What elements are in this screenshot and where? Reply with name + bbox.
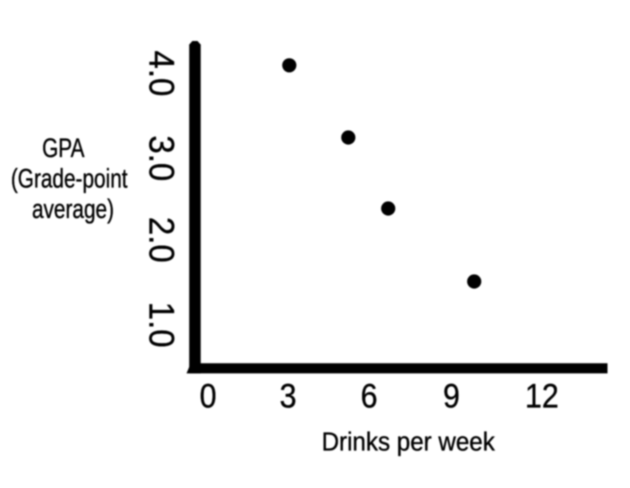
svg-text:2.0: 2.0 bbox=[141, 217, 180, 263]
svg-text:GPA: GPA bbox=[42, 134, 85, 164]
svg-text:1.0: 1.0 bbox=[141, 302, 180, 348]
svg-text:3: 3 bbox=[280, 377, 297, 415]
svg-text:6: 6 bbox=[361, 377, 378, 415]
svg-text:12: 12 bbox=[525, 377, 559, 415]
svg-text:Drinks per week: Drinks per week bbox=[322, 428, 496, 457]
svg-text:3.0: 3.0 bbox=[141, 135, 180, 181]
svg-text:4.0: 4.0 bbox=[141, 50, 180, 96]
svg-text:0: 0 bbox=[200, 377, 217, 415]
svg-text:9: 9 bbox=[443, 377, 460, 415]
svg-text:(Grade-point: (Grade-point bbox=[11, 164, 128, 194]
svg-text:average): average) bbox=[32, 194, 114, 224]
